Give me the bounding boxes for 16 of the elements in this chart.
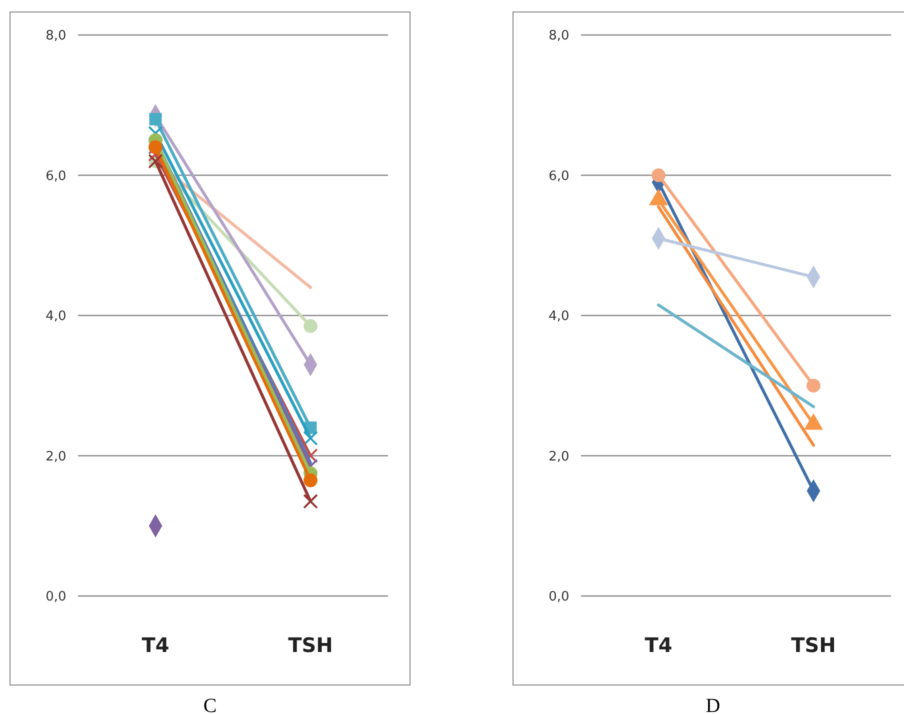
y-tick-label: 2,0 [46,449,66,464]
y-tick-label: 2,0 [548,449,570,464]
x-tick-label: T4 [644,633,672,657]
y-tick-label: 4,0 [46,309,66,324]
y-tick-label: 6,0 [548,168,570,184]
y-tick-label: 8,0 [46,28,66,44]
y-tick-label: 6,0 [46,168,66,184]
text: D [706,695,720,714]
x-tick-label: TSH [791,633,836,657]
y-tick-label: 4,0 [548,309,570,324]
y-tick-label: 0,0 [46,590,66,605]
y-tick-label: 8,0 [548,28,570,44]
x-tick-label: T4 [142,633,170,657]
x-tick-label: TSH [288,633,333,657]
y-tick-label: 0,0 [548,590,570,605]
text: C [203,695,217,714]
